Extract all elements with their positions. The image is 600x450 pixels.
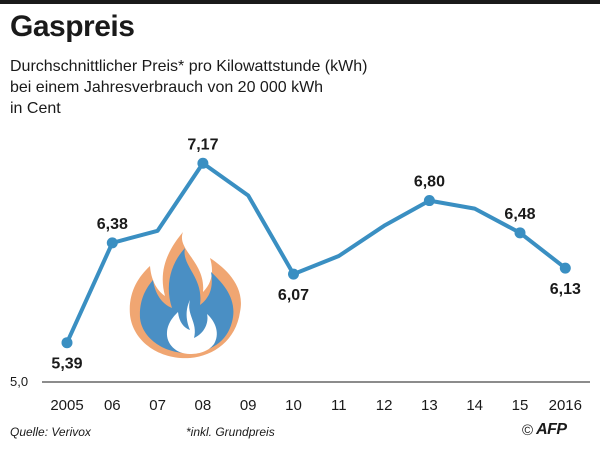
x-tick-label: 15 bbox=[512, 397, 529, 414]
data-label: 6,38 bbox=[97, 216, 128, 233]
subtitle-line: in Cent bbox=[10, 100, 61, 117]
data-label: 6,07 bbox=[278, 287, 309, 304]
data-point bbox=[106, 237, 118, 249]
data-label: 6,48 bbox=[504, 206, 535, 223]
x-tick-label: 11 bbox=[331, 397, 347, 414]
x-tick-label: 10 bbox=[285, 397, 302, 414]
data-point bbox=[423, 195, 435, 207]
subtitle-line: Durchschnittlicher Preis* pro Kilowattst… bbox=[10, 58, 368, 75]
data-point bbox=[288, 268, 299, 280]
data-label: 6,80 bbox=[414, 174, 445, 191]
flame-icon bbox=[129, 232, 241, 359]
x-tick-label: 07 bbox=[149, 397, 166, 414]
data-label: 6,13 bbox=[550, 281, 581, 298]
agency-logo: AFP bbox=[536, 421, 567, 438]
data-point bbox=[559, 262, 571, 274]
data-point bbox=[514, 227, 526, 239]
y-axis-min-label: 5,0 bbox=[10, 374, 28, 389]
top-rule bbox=[0, 0, 600, 4]
x-tick-label: 06 bbox=[104, 397, 121, 414]
agency-credit: © AFP bbox=[522, 421, 567, 439]
series-line bbox=[65, 161, 568, 345]
x-tick-label: 2016 bbox=[549, 397, 582, 414]
x-tick-label: 2005 bbox=[50, 397, 83, 414]
copyright-symbol: © bbox=[522, 421, 534, 439]
data-label: 7,17 bbox=[187, 136, 218, 153]
data-label: 5,39 bbox=[51, 356, 82, 373]
source-note: Quelle: Verivox bbox=[10, 425, 91, 439]
chart-title: Gaspreis bbox=[10, 10, 135, 43]
data-point bbox=[197, 157, 209, 169]
data-point bbox=[61, 337, 73, 349]
x-tick-label: 08 bbox=[195, 397, 212, 414]
subtitle-line: bei einem Jahresverbrauch von 20 000 kWh bbox=[10, 79, 324, 96]
x-tick-label: 14 bbox=[466, 397, 483, 414]
x-tick-label: 12 bbox=[376, 397, 393, 414]
flame-core-shape bbox=[166, 300, 217, 354]
chart-subtitle: Durchschnittlicher Preis* pro Kilowattst… bbox=[10, 56, 367, 119]
x-tick-label: 09 bbox=[240, 397, 257, 414]
x-tick-label: 13 bbox=[421, 397, 438, 414]
footnote: *inkl. Grundpreis bbox=[186, 425, 275, 439]
